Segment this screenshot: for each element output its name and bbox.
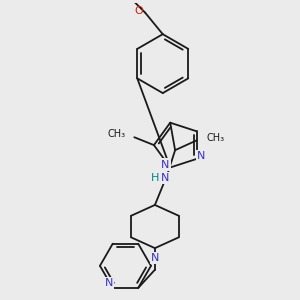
Text: CH₃: CH₃ [107, 129, 125, 139]
Text: N: N [161, 173, 170, 183]
Text: N: N [161, 160, 170, 170]
Text: N: N [105, 278, 113, 288]
Text: N: N [197, 151, 206, 161]
Text: N: N [151, 253, 159, 263]
Text: CH₃: CH₃ [206, 134, 225, 143]
Text: O: O [135, 6, 144, 16]
Text: H: H [151, 173, 160, 183]
